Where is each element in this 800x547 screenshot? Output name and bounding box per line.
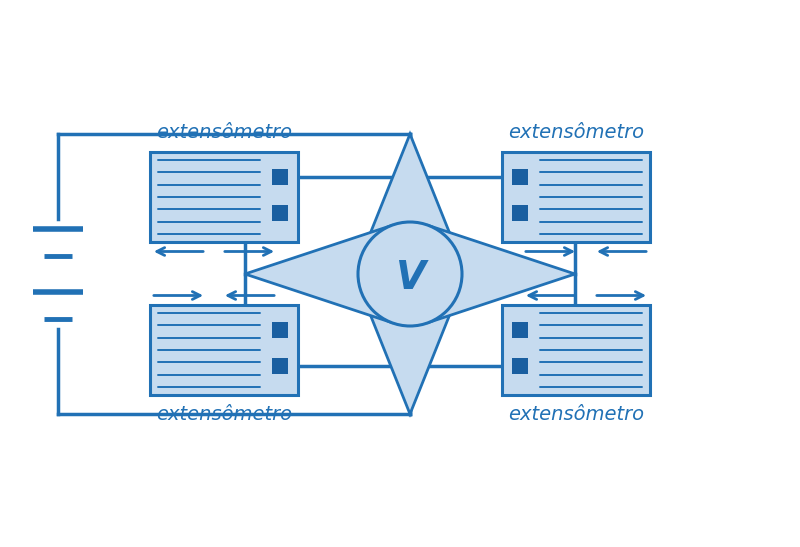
- Bar: [150, 152, 298, 242]
- Bar: [512, 169, 528, 185]
- Bar: [272, 205, 288, 221]
- Text: extensômetro: extensômetro: [156, 123, 292, 142]
- Polygon shape: [430, 226, 575, 322]
- Bar: [502, 305, 650, 395]
- Text: V: V: [395, 259, 425, 297]
- Text: extensômetro: extensômetro: [156, 405, 292, 424]
- Polygon shape: [245, 226, 390, 322]
- Bar: [150, 305, 298, 395]
- Bar: [502, 152, 650, 242]
- Bar: [512, 358, 528, 374]
- Polygon shape: [362, 134, 458, 254]
- Bar: [512, 205, 528, 221]
- Bar: [272, 169, 288, 185]
- Text: extensômetro: extensômetro: [508, 123, 644, 142]
- Text: extensômetro: extensômetro: [508, 405, 644, 424]
- Circle shape: [358, 222, 462, 326]
- Polygon shape: [362, 294, 458, 414]
- Bar: [272, 358, 288, 374]
- Bar: [512, 322, 528, 338]
- Bar: [272, 322, 288, 338]
